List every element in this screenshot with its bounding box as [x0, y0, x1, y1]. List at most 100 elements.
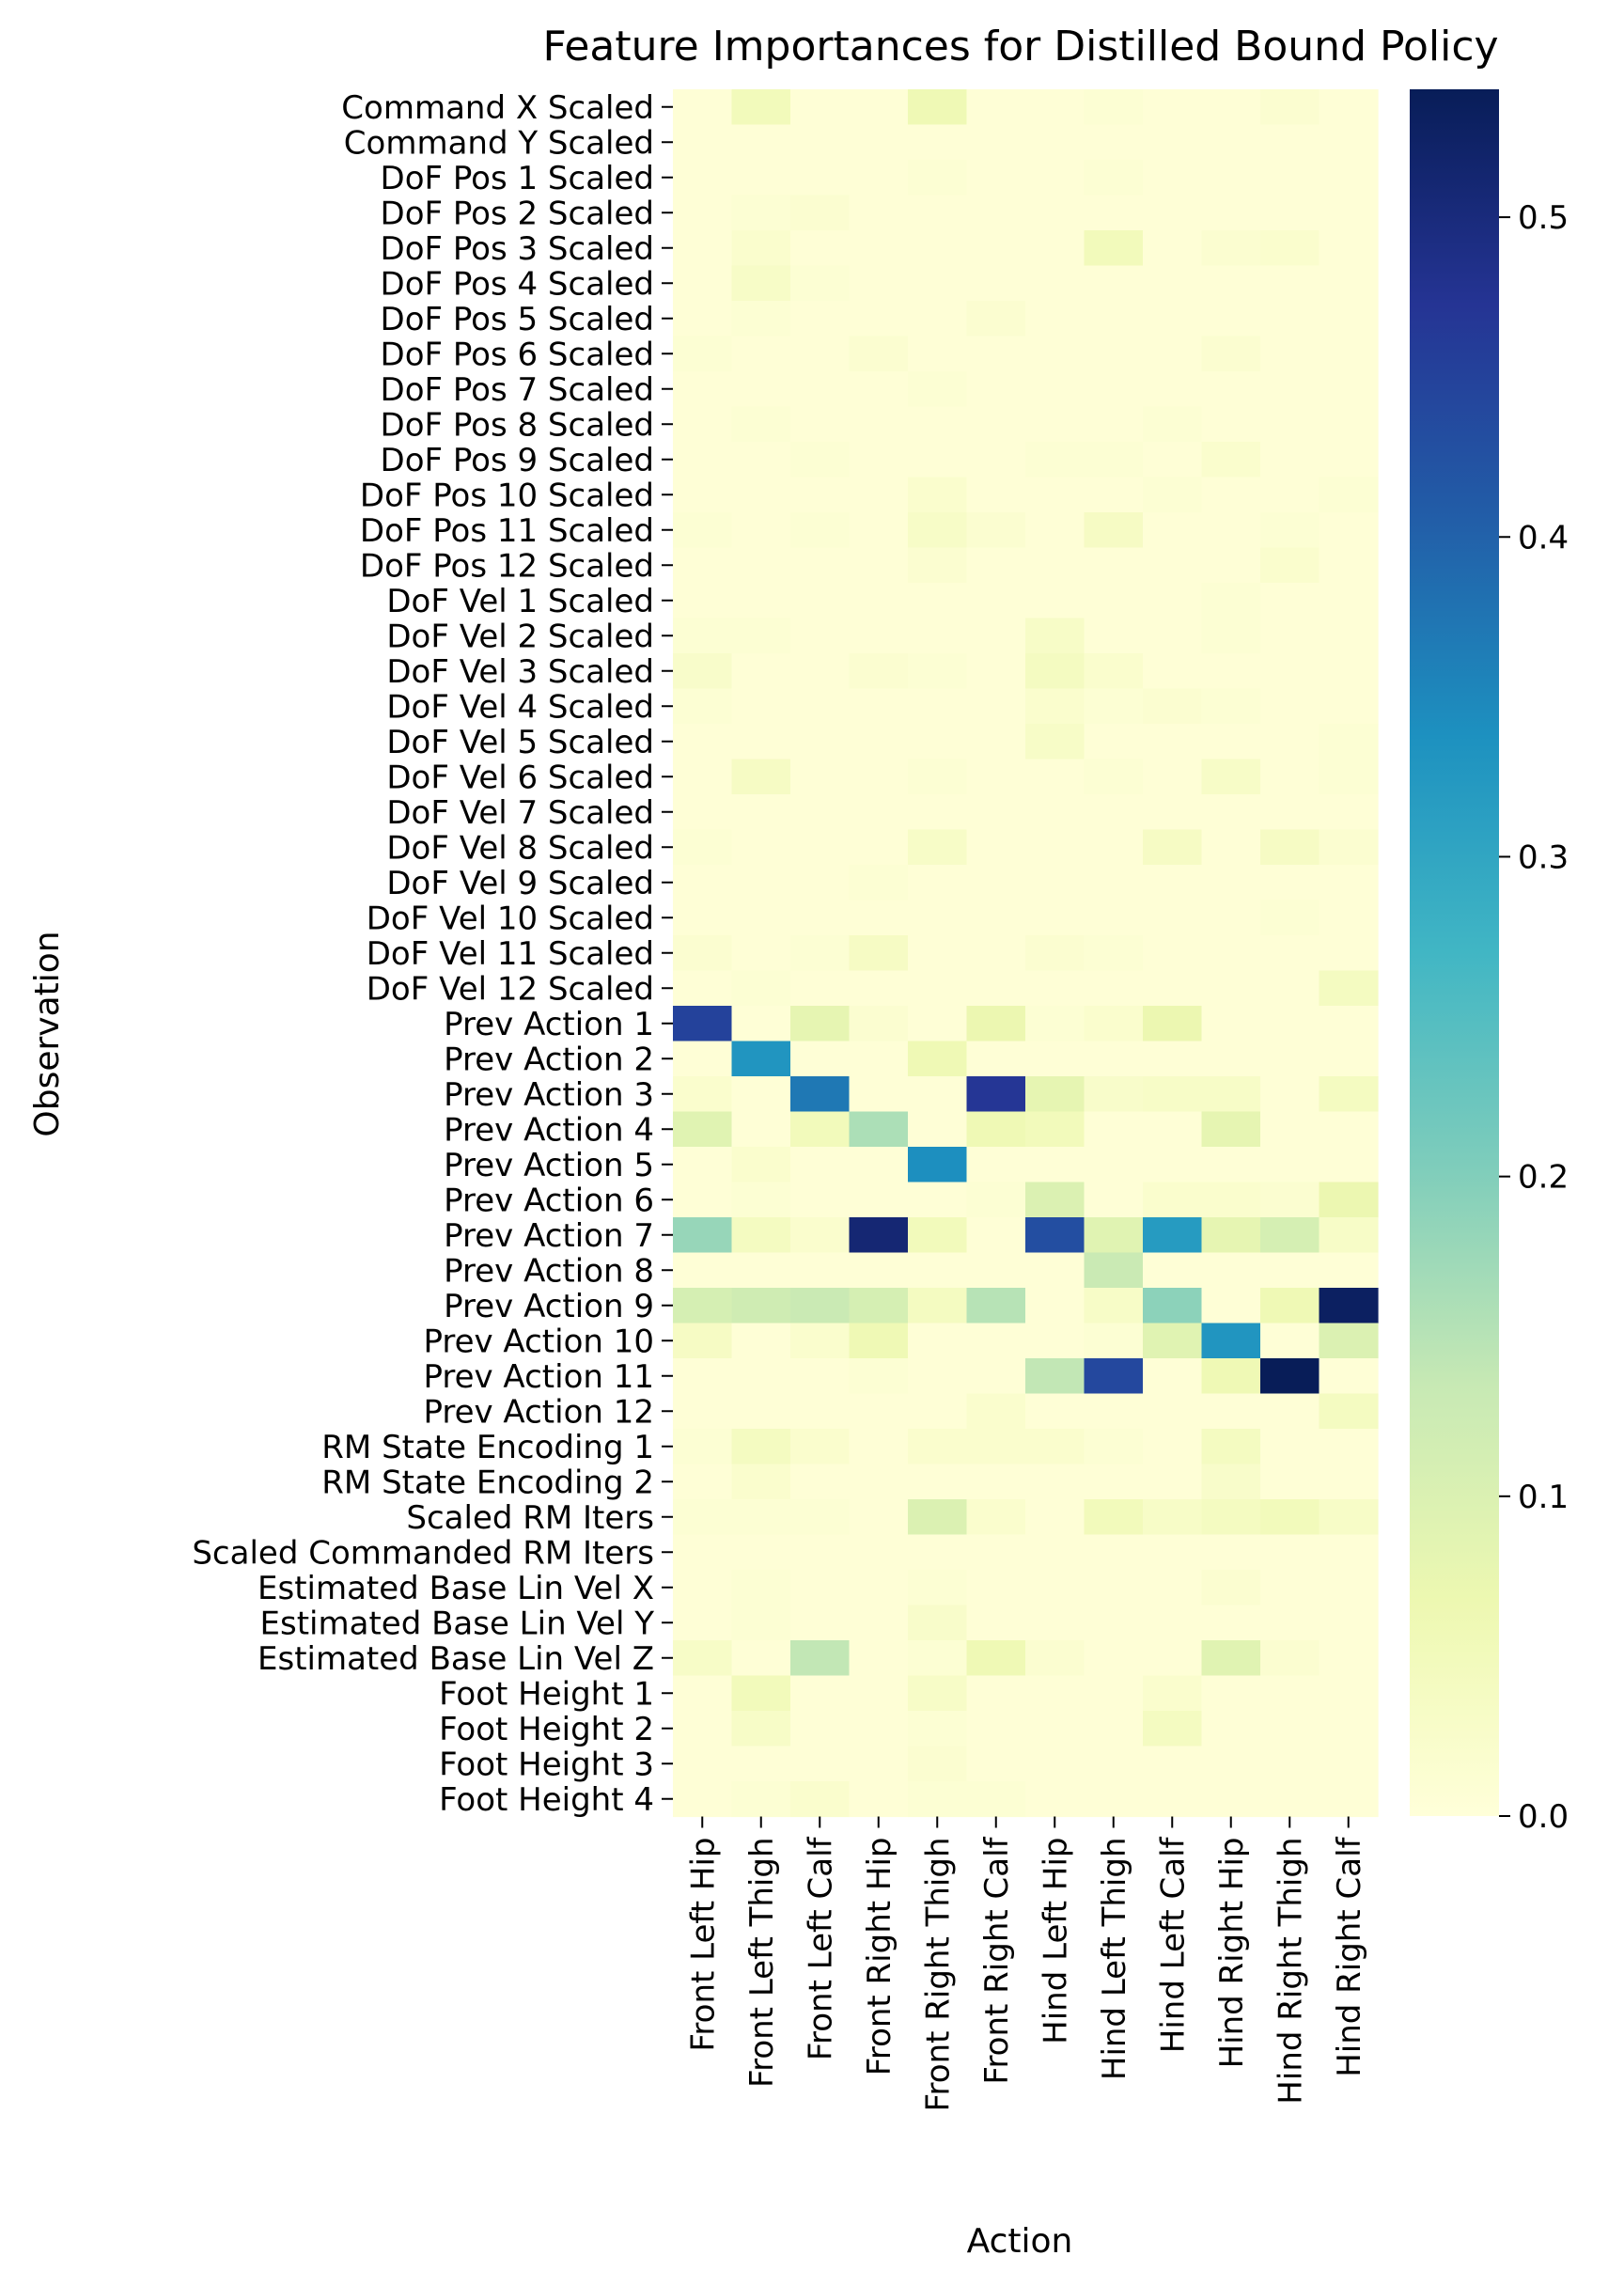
heatmap-cell	[1201, 336, 1261, 372]
heatmap-cell	[790, 1640, 851, 1677]
heatmap-cell	[966, 653, 1026, 690]
heatmap-cell	[1084, 1076, 1144, 1113]
heatmap-cell	[1319, 442, 1379, 478]
heatmap-cell	[1319, 1393, 1379, 1430]
heatmap-cell	[1319, 160, 1379, 196]
heatmap-cell	[1084, 442, 1144, 478]
heatmap-cell	[790, 195, 851, 231]
heatmap-cell	[790, 1605, 851, 1641]
heatmap-cell	[1143, 89, 1203, 126]
heatmap-cell	[849, 1605, 909, 1641]
heatmap-cell	[1084, 265, 1144, 302]
heatmap-cell	[1201, 301, 1261, 337]
heatmap-cell	[790, 230, 851, 267]
row-label: Foot Height 1	[439, 1675, 654, 1713]
heatmap-cell	[1025, 688, 1085, 725]
heatmap-cell	[966, 1570, 1026, 1606]
heatmap-cell	[966, 442, 1026, 478]
heatmap-cell	[966, 1041, 1026, 1077]
heatmap-cell	[1201, 1393, 1261, 1430]
heatmap-cell	[1201, 724, 1261, 760]
heatmap-cell	[1201, 1605, 1261, 1641]
heatmap-cell	[1025, 935, 1085, 972]
heatmap-cell	[790, 1429, 851, 1465]
heatmap-cell	[1025, 547, 1085, 584]
heatmap-cell	[1143, 547, 1203, 584]
heatmap-cell	[966, 900, 1026, 936]
row-label: Estimated Base Lin Vel X	[258, 1570, 654, 1607]
heatmap-cell	[731, 1534, 791, 1571]
heatmap-cell	[849, 724, 909, 760]
heatmap-cell	[1319, 583, 1379, 619]
heatmap-cell	[790, 89, 851, 126]
heatmap-cell	[966, 512, 1026, 549]
heatmap-cell	[731, 1781, 791, 1818]
heatmap-cell	[1260, 759, 1320, 795]
heatmap-cell	[1201, 1640, 1261, 1677]
row-label: DoF Vel 9 Scaled	[386, 865, 654, 902]
heatmap-cell	[1143, 1605, 1203, 1641]
heatmap-cell	[790, 301, 851, 337]
chart-title: Feature Importances for Distilled Bound …	[542, 23, 1498, 70]
heatmap-cell	[908, 406, 968, 443]
heatmap-cell	[1025, 89, 1085, 126]
row-label: DoF Vel 6 Scaled	[386, 759, 654, 796]
heatmap-cell	[731, 512, 791, 549]
heatmap-cell	[1201, 1499, 1261, 1536]
row-label: DoF Vel 12 Scaled	[367, 970, 654, 1008]
heatmap-cell	[1260, 724, 1320, 760]
heatmap-cell	[1025, 1711, 1085, 1747]
heatmap-cell	[908, 547, 968, 584]
heatmap-cell	[731, 688, 791, 725]
heatmap-cell	[790, 935, 851, 972]
heatmap-cell	[1025, 1570, 1085, 1606]
heatmap-cell	[1319, 301, 1379, 337]
heatmap-cell	[966, 301, 1026, 337]
row-label: RM State Encoding 2	[321, 1464, 654, 1501]
heatmap-cell	[790, 865, 851, 901]
heatmap-cell	[849, 1288, 909, 1324]
heatmap-cell	[1084, 477, 1144, 513]
heatmap-cell	[1084, 1781, 1144, 1818]
heatmap-cell	[1025, 406, 1085, 443]
heatmap-cell	[1084, 1217, 1144, 1254]
heatmap-cell	[790, 794, 851, 831]
heatmap-cell	[731, 935, 791, 972]
heatmap-cell	[731, 1570, 791, 1606]
heatmap-cell	[1143, 1534, 1203, 1571]
heatmap-cell	[673, 1111, 733, 1148]
heatmap-cell	[849, 1041, 909, 1077]
heatmap-cell	[1143, 1041, 1203, 1077]
heatmap-cell	[1319, 900, 1379, 936]
heatmap-cell	[966, 724, 1026, 760]
heatmap-cell	[908, 794, 968, 831]
heatmap-cell	[966, 1464, 1026, 1500]
heatmap-cell	[908, 89, 968, 126]
heatmap-cell	[1201, 1252, 1261, 1289]
heatmap-cell	[908, 1393, 968, 1430]
heatmap-cell	[790, 1711, 851, 1747]
heatmap-cell	[790, 336, 851, 372]
heatmap-cell	[1084, 1182, 1144, 1218]
row-label: Prev Action 5	[444, 1147, 654, 1184]
heatmap-cell	[790, 406, 851, 443]
heatmap-cell	[1260, 1570, 1320, 1606]
heatmap-cell	[966, 265, 1026, 302]
heatmap-cell	[731, 89, 791, 126]
heatmap-cell	[673, 1429, 733, 1465]
heatmap-cell	[1201, 1534, 1261, 1571]
heatmap-cell	[673, 442, 733, 478]
colorbar-tick-label: 0.0	[1518, 1798, 1569, 1836]
row-label: DoF Pos 8 Scaled	[381, 406, 654, 444]
heatmap-cell	[731, 371, 791, 408]
colorbar-tick-label: 0.1	[1518, 1479, 1569, 1516]
heatmap-cell	[1143, 1781, 1203, 1818]
heatmap-cell	[1084, 230, 1144, 267]
heatmap-cell	[673, 1640, 733, 1677]
heatmap-cell	[1143, 1288, 1203, 1324]
heatmap-cell	[849, 265, 909, 302]
heatmap-cell	[1084, 89, 1144, 126]
heatmap-cell	[731, 618, 791, 654]
row-label: DoF Pos 6 Scaled	[381, 336, 654, 373]
heatmap-cell	[731, 124, 791, 161]
